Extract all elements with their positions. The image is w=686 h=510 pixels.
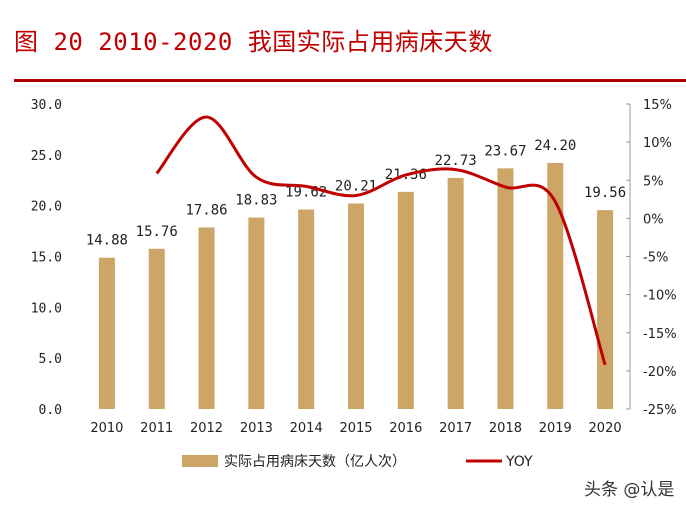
bar-2010 [98, 257, 115, 409]
x-tick-label: 2013 [240, 421, 273, 436]
right-tick-label: 5% [643, 174, 664, 189]
x-tick-label: 2010 [90, 421, 123, 436]
bar-data-label: 23.67 [484, 143, 526, 159]
left-tick-label: 0.0 [39, 403, 62, 418]
title-divider [14, 79, 686, 82]
yoy-line [155, 115, 607, 366]
bar-data-label: 19.56 [584, 185, 626, 201]
bar-2011 [148, 248, 165, 409]
right-tick-label: -15% [643, 327, 677, 342]
bar-2016 [397, 191, 414, 409]
legend-bar-swatch [182, 455, 218, 467]
x-tick-label: 2016 [389, 421, 422, 436]
left-tick-label: 15.0 [31, 251, 62, 266]
x-tick-label: 2012 [190, 421, 223, 436]
right-tick-label: 10% [643, 136, 672, 151]
x-tick-label: 2017 [439, 421, 472, 436]
bar-2019 [547, 162, 564, 409]
x-tick-label: 2015 [339, 421, 372, 436]
bar-2012 [198, 227, 215, 409]
right-tick-label: 15% [643, 98, 672, 113]
right-tick-label: -20% [643, 365, 677, 380]
x-tick-label: 2020 [589, 421, 622, 436]
bar-data-label: 24.20 [534, 138, 576, 154]
bar-2017 [447, 177, 464, 409]
x-tick-label: 2011 [140, 421, 173, 436]
chart-title: 图 20 2010-2020 我国实际占用病床天数 [14, 28, 493, 56]
bar-data-label: 15.76 [136, 224, 178, 240]
right-tick-label: -25% [643, 403, 677, 418]
watermark: 头条 @认是 [584, 480, 675, 500]
bar-2014 [298, 209, 315, 409]
bar-2015 [348, 203, 364, 409]
bar-2013 [248, 217, 265, 409]
right-tick-label: 0% [643, 212, 664, 227]
left-tick-label: 25.0 [31, 149, 62, 164]
bar-2020 [597, 210, 614, 409]
legend-line-label: YOY [505, 454, 533, 470]
right-tick-label: -10% [643, 289, 677, 304]
left-tick-label: 30.0 [31, 98, 62, 113]
bar-data-label: 20.21 [335, 179, 377, 195]
legend-bar-label: 实际占用病床天数（亿人次） [224, 454, 406, 470]
bar-data-label: 14.88 [86, 233, 128, 249]
bar-data-label: 17.86 [185, 202, 227, 218]
left-tick-label: 20.0 [31, 200, 62, 215]
bar-data-label: 22.73 [435, 153, 477, 169]
right-tick-label: -5% [643, 251, 668, 266]
bar-2018 [497, 168, 514, 409]
left-tick-label: 5.0 [39, 352, 62, 367]
x-tick-label: 2019 [539, 421, 572, 436]
bar-data-label: 18.83 [235, 193, 277, 209]
x-tick-label: 2014 [290, 421, 323, 436]
x-tick-label: 2018 [489, 421, 522, 436]
left-tick-label: 10.0 [31, 301, 62, 316]
